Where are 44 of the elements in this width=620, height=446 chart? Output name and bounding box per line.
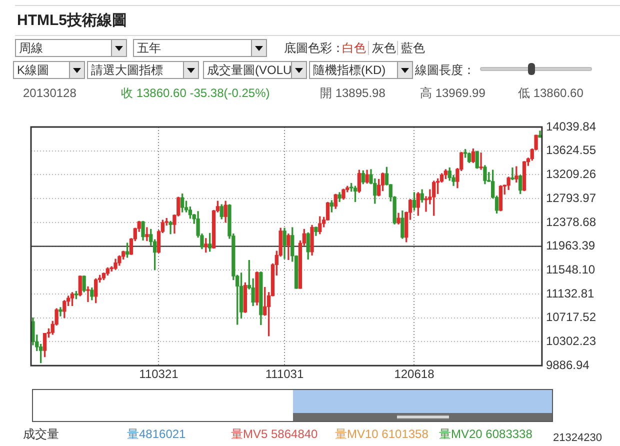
x-tick-label: 120618: [394, 367, 435, 382]
y-tick-label: 13209.26: [546, 167, 596, 182]
candlestick: [58, 307, 62, 316]
dropdown: 五年: [133, 39, 267, 57]
text: 藍色: [397, 41, 425, 55]
y-tick-label: 11548.10: [546, 262, 596, 276]
y-tick-label: 14039.84: [546, 119, 596, 134]
text: 量4816021: [127, 427, 186, 441]
candlestick: [145, 227, 149, 242]
y-tick-label: 9886.94: [546, 358, 590, 372]
y-tick-label: 12378.68: [546, 214, 596, 229]
candlestick: [168, 220, 172, 234]
candlestick: [479, 152, 483, 170]
x-tick-label: 110321: [139, 367, 179, 382]
text: 量MV5 5864840: [231, 427, 318, 441]
text: 21324230: [553, 431, 602, 445]
text: 量MV20 6083338: [439, 427, 532, 441]
text: 白色: [342, 41, 366, 55]
candlestick: [424, 196, 428, 212]
chart-title: HTML5技術線圖: [17, 12, 127, 30]
text: 低 13860.60: [518, 86, 584, 100]
y-tick-label: 11963.39: [546, 238, 596, 253]
text: 收 13860.60 -35.38(-0.25%): [121, 86, 270, 100]
text: 成交量: [23, 427, 59, 441]
dropdown: 請選大圖指標: [87, 61, 199, 79]
dropdown: 成交量圖(VOLU: [203, 61, 307, 79]
text: 開 13895.98: [320, 86, 386, 100]
dropdown: K線圖: [13, 61, 85, 79]
text: 灰色: [368, 41, 396, 55]
y-tick-label: 11132.81: [546, 286, 595, 300]
text: 高 13969.99: [420, 86, 486, 100]
text: 底圖色彩：: [284, 41, 344, 55]
y-tick-label: 10302.23: [546, 334, 596, 348]
candlestick: [510, 167, 514, 180]
text: 20130128: [23, 86, 76, 100]
candlestick: [86, 286, 90, 302]
x-tick-label: 111031: [265, 367, 304, 382]
text: 量MV10 6101358: [335, 427, 428, 441]
dropdown: 隨機指標(KD): [309, 61, 413, 79]
y-tick-label: 12793.97: [546, 190, 596, 205]
text: 線圖長度：: [415, 63, 475, 77]
y-tick-label: 13624.55: [546, 143, 596, 158]
dropdown: 周線: [15, 39, 127, 57]
y-tick-label: 10717.52: [546, 310, 596, 324]
